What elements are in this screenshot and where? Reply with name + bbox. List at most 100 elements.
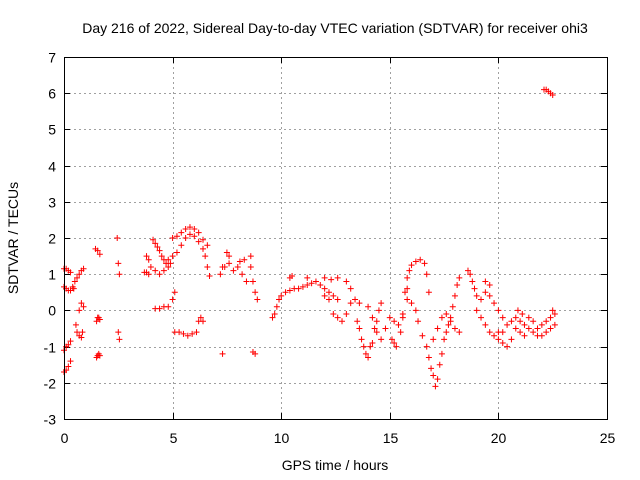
data-point [182, 225, 189, 232]
data-point [425, 354, 432, 361]
data-point [347, 300, 354, 307]
data-point [356, 300, 363, 307]
data-point [65, 363, 72, 370]
data-point [78, 300, 85, 307]
data-point [150, 236, 157, 243]
data-point [508, 336, 515, 343]
data-point [180, 330, 187, 337]
data-point [206, 273, 213, 280]
data-point [160, 267, 167, 274]
x-tick-label: 25 [600, 430, 616, 446]
data-point [467, 271, 474, 278]
data-point [176, 329, 183, 336]
data-point [80, 303, 87, 310]
data-point [486, 329, 493, 336]
data-point [339, 318, 346, 325]
data-point [67, 287, 74, 294]
data-point [200, 318, 207, 325]
data-point [525, 314, 532, 321]
data-point [486, 282, 493, 289]
data-point [402, 289, 409, 296]
data-point [154, 244, 161, 251]
data-point [80, 265, 87, 272]
data-point [156, 305, 163, 312]
data-point [186, 231, 193, 238]
data-point [312, 278, 319, 285]
data-point [399, 311, 406, 318]
data-point [406, 267, 413, 274]
data-point [165, 303, 172, 310]
data-point [204, 242, 211, 249]
data-point [382, 325, 389, 332]
data-point [517, 329, 524, 336]
data-point [471, 285, 478, 292]
data-point [96, 251, 103, 258]
data-point [371, 325, 378, 332]
data-point [169, 253, 176, 260]
data-point [65, 341, 72, 348]
data-point [534, 325, 541, 332]
data-point [451, 325, 458, 332]
data-point [193, 329, 200, 336]
data-point [195, 229, 202, 236]
data-point [67, 358, 74, 365]
data-point [404, 296, 411, 303]
data-point [226, 253, 233, 260]
data-point [538, 332, 545, 339]
data-point [456, 274, 463, 281]
data-point [243, 278, 250, 285]
data-point [388, 336, 395, 343]
y-tick-label: 3 [48, 195, 56, 211]
data-point [395, 321, 402, 328]
data-point [325, 296, 332, 303]
data-point [369, 314, 376, 321]
data-point [273, 303, 280, 310]
data-point [504, 321, 511, 328]
data-point [67, 338, 74, 345]
data-point [278, 292, 285, 299]
plot-frame [64, 57, 608, 420]
data-point [321, 292, 328, 299]
x-tick-labels: 0 5 10 15 20 25 [61, 430, 616, 446]
data-point [347, 285, 354, 292]
data-point [451, 292, 458, 299]
data-point [482, 321, 489, 328]
data-point [76, 307, 83, 314]
data-point [74, 274, 81, 281]
data-point [147, 263, 154, 270]
data-point [473, 307, 480, 314]
data-point [330, 292, 337, 299]
data-point [152, 267, 159, 274]
data-point [514, 307, 521, 314]
data-point [289, 273, 296, 280]
y-tick-label: -3 [44, 412, 57, 428]
data-point [321, 274, 328, 281]
data-point [269, 314, 276, 321]
data-point [116, 271, 123, 278]
data-point [386, 314, 393, 321]
data-point [230, 267, 237, 274]
data-point [96, 316, 103, 323]
data-point [447, 318, 454, 325]
data-point [512, 314, 519, 321]
data-point [469, 278, 476, 285]
data-point [491, 332, 498, 339]
data-point [495, 329, 502, 336]
data-point [234, 263, 241, 270]
data-point [499, 339, 506, 346]
data-point [354, 318, 361, 325]
data-point [93, 318, 100, 325]
data-point [432, 383, 439, 390]
data-point [486, 292, 493, 299]
data-point [173, 233, 180, 240]
data-point [254, 296, 261, 303]
data-point [158, 253, 165, 260]
data-point [551, 311, 558, 318]
data-point [156, 271, 163, 278]
data-point [438, 314, 445, 321]
data-point [478, 314, 485, 321]
data-point [391, 318, 398, 325]
data-point [96, 352, 103, 359]
data-point [219, 350, 226, 357]
